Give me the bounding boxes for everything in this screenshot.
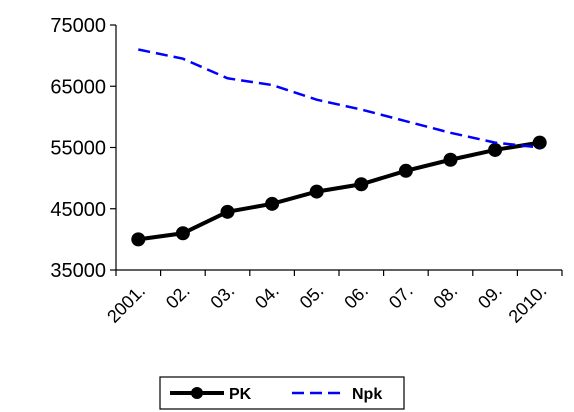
legend: PK Npk (159, 376, 405, 410)
x-tick-label: 02. (162, 281, 194, 313)
x-tick-label: 08. (429, 281, 461, 313)
y-tick-label: 65000 (50, 76, 106, 98)
data-point-pk (131, 232, 146, 247)
legend-pk-label: PK (229, 386, 252, 403)
data-point-pk (354, 177, 369, 192)
y-axis-labels: 35000 45000 55000 65000 75000 (50, 15, 106, 282)
series-npk (138, 48, 540, 149)
data-point-pk (220, 204, 235, 219)
legend-pk-marker (191, 387, 203, 399)
x-tick-label: 04. (251, 281, 283, 313)
x-axis-ticks (115, 270, 563, 276)
legend-item-pk: PK (170, 386, 252, 403)
y-axis-ticks (110, 24, 116, 271)
x-tick-label: 03. (206, 281, 238, 313)
y-tick-label: 35000 (50, 260, 106, 282)
x-axis-labels: 2001. 02. 03. 04. 05. 06. 07. 08. 09.2010. (103, 281, 550, 327)
x-tick-label: 09. (474, 281, 506, 313)
y-tick-label: 75000 (50, 15, 106, 37)
series-line-npk (138, 48, 540, 149)
series-layer (131, 48, 547, 247)
x-tick-label: 05. (296, 281, 328, 313)
data-point-pk (265, 196, 280, 211)
data-point-pk (443, 152, 458, 167)
data-point-pk (309, 184, 324, 199)
x-tick-label: 07. (385, 281, 417, 313)
y-tick-label: 45000 (50, 199, 106, 221)
data-point-pk (532, 135, 547, 150)
x-tick-label: 06. (340, 281, 372, 313)
x-tick-label: 2010. (505, 281, 551, 327)
legend-npk-label: Npk (352, 386, 382, 403)
series-line-pk (138, 140, 541, 242)
legend-item-npk: Npk (292, 386, 382, 403)
data-point-pk (398, 163, 413, 178)
data-point-pk (488, 142, 503, 157)
series-pk (131, 135, 547, 247)
data-point-pk (175, 226, 190, 241)
y-tick-label: 55000 (50, 138, 106, 160)
x-tick-label: 2001. (103, 281, 149, 327)
